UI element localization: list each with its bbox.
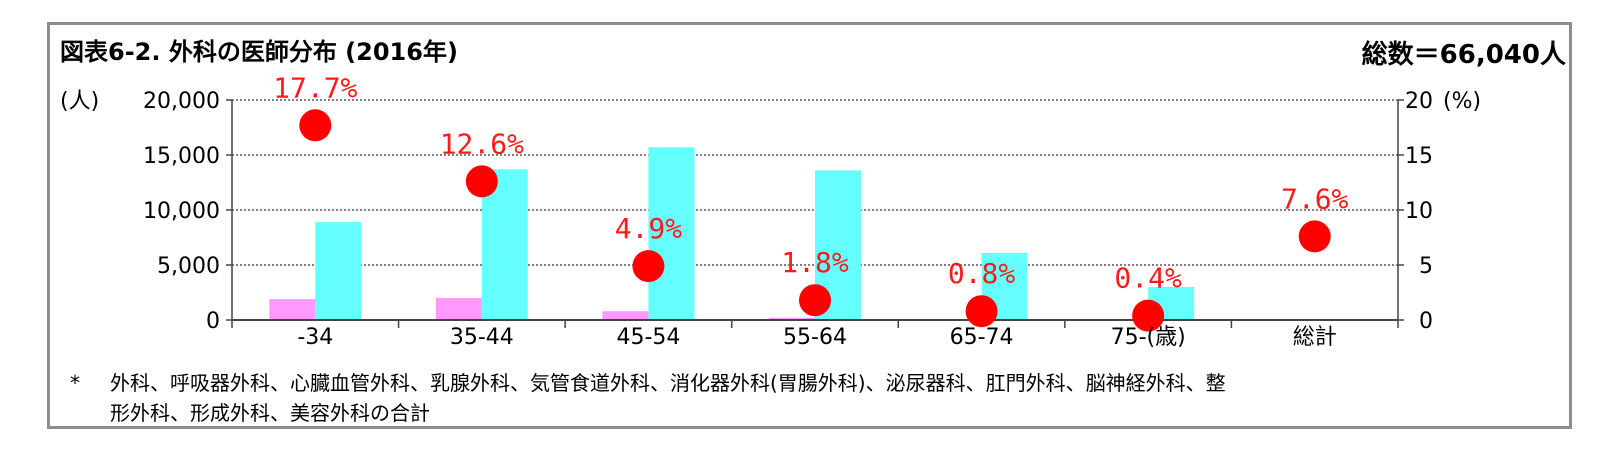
point-label: 4.9% <box>615 212 683 245</box>
bar <box>648 147 695 320</box>
y-right-tick-label: 15 <box>1405 144 1433 169</box>
y-left-tick-label: 5,000 <box>157 254 220 279</box>
axes <box>226 99 1404 328</box>
x-category-label: 75-(歳) <box>1111 325 1186 350</box>
y-right-tick-label: 20 <box>1405 89 1433 114</box>
point <box>465 165 498 198</box>
point-label: 1.8% <box>781 246 849 279</box>
point <box>632 250 665 283</box>
footnote: * 外科、呼吸器外科、心臓血管外科、乳腺外科、気管食道外科、消化器外科(胃腸外科)… <box>70 368 1560 428</box>
points <box>299 109 1331 332</box>
y-left-tick-label: 15,000 <box>143 144 220 169</box>
point <box>799 284 831 317</box>
point-label: 7.6% <box>1281 182 1349 215</box>
total-count: 総数＝66,040人 <box>1361 40 1566 70</box>
y-right-tick-label: 0 <box>1419 309 1433 334</box>
x-category-label: 45-54 <box>616 325 680 350</box>
x-category-label: 35-44 <box>450 325 514 350</box>
labels: 0 5,000 10,000 15,000 20,000 0 5 10 15 20 (人) (%) -3… <box>60 71 1481 350</box>
bars <box>269 147 1195 320</box>
y-left-tick-label: 20,000 <box>143 89 220 114</box>
chart-title: 図表6-2. 外科の医師分布 (2016年) <box>60 38 458 66</box>
x-category-label: -34 <box>297 325 333 350</box>
point <box>1298 220 1331 253</box>
y-left-tick-label: 0 <box>206 309 220 334</box>
bar <box>769 317 815 320</box>
footnote-marker: * <box>70 371 80 395</box>
y-right-unit: (%) <box>1443 89 1481 114</box>
bar <box>602 311 649 320</box>
point-label: 12.6% <box>440 127 524 160</box>
x-category-label: 65-74 <box>950 325 1014 350</box>
point <box>299 109 332 142</box>
point <box>965 295 998 328</box>
bar <box>269 299 316 320</box>
footnote-line-1: 外科、呼吸器外科、心臓血管外科、乳腺外科、気管食道外科、消化器外科(胃腸外科)、… <box>110 371 1226 395</box>
point-label: 17.7% <box>273 71 357 104</box>
y-right-tick-label: 5 <box>1419 254 1433 279</box>
footnote-line-2: 形外科、形成外科、美容外科の合計 <box>110 401 430 425</box>
point-label: 0.4% <box>1114 262 1182 295</box>
y-left-unit: (人) <box>60 89 99 114</box>
bar <box>435 298 482 320</box>
point <box>1132 299 1165 332</box>
point-label: 0.8% <box>948 257 1016 290</box>
x-category-label: 55-64 <box>783 325 847 350</box>
x-category-label: 総計 <box>1293 325 1337 350</box>
bar <box>315 222 362 320</box>
y-left-tick-label: 10,000 <box>143 199 220 224</box>
y-right-tick-label: 10 <box>1405 199 1433 224</box>
